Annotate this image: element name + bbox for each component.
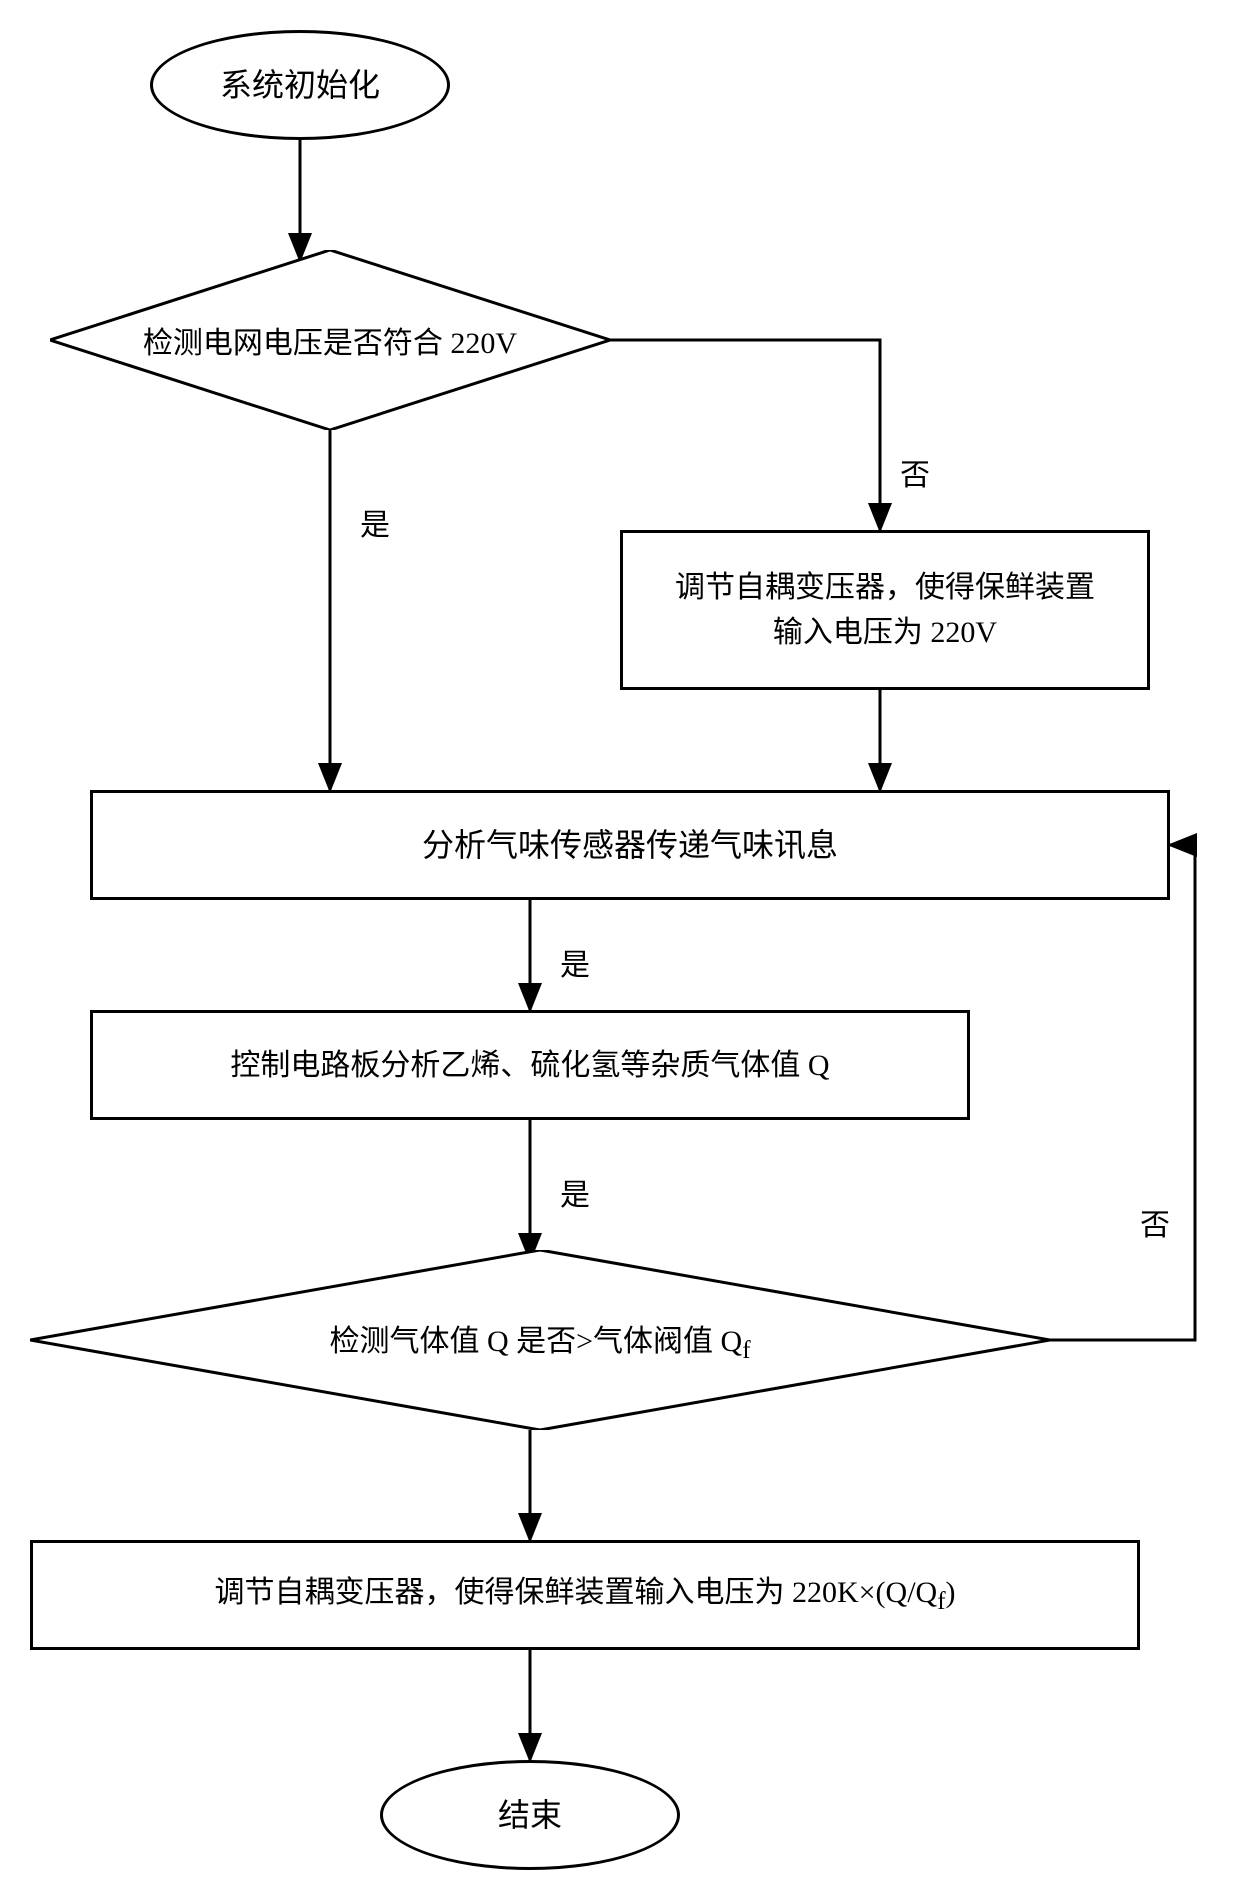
edge-label: 是 — [560, 940, 590, 984]
edge-label: 否 — [900, 450, 930, 494]
node-start: 系统初始化 — [150, 30, 450, 140]
node-d1: 检测电网电压是否符合 220V — [50, 250, 610, 430]
node-p_final: 调节自耦变压器，使得保鲜装置输入电压为 220K×(Q/Qf) — [30, 1540, 1140, 1650]
edge-label: 是 — [560, 1170, 590, 1214]
node-p_adjust: 调节自耦变压器，使得保鲜装置 输入电压为 220V — [620, 530, 1150, 690]
node-p_sensor: 分析气味传感器传递气味讯息 — [90, 790, 1170, 900]
edge-label: 是 — [360, 500, 390, 544]
node-label: 检测电网电压是否符合 220V — [50, 250, 610, 430]
node-end: 结束 — [380, 1760, 680, 1870]
node-label: 检测气体值 Q 是否>气体阀值 Qf — [30, 1250, 1050, 1430]
edge — [610, 340, 880, 530]
node-p_analyze: 控制电路板分析乙烯、硫化氢等杂质气体值 Q — [90, 1010, 970, 1120]
edge — [1050, 845, 1195, 1340]
edge-label: 否 — [1140, 1200, 1170, 1244]
node-d2: 检测气体值 Q 是否>气体阀值 Qf — [30, 1250, 1050, 1430]
flowchart-canvas: 系统初始化检测电网电压是否符合 220V调节自耦变压器，使得保鲜装置 输入电压为… — [0, 0, 1240, 1900]
